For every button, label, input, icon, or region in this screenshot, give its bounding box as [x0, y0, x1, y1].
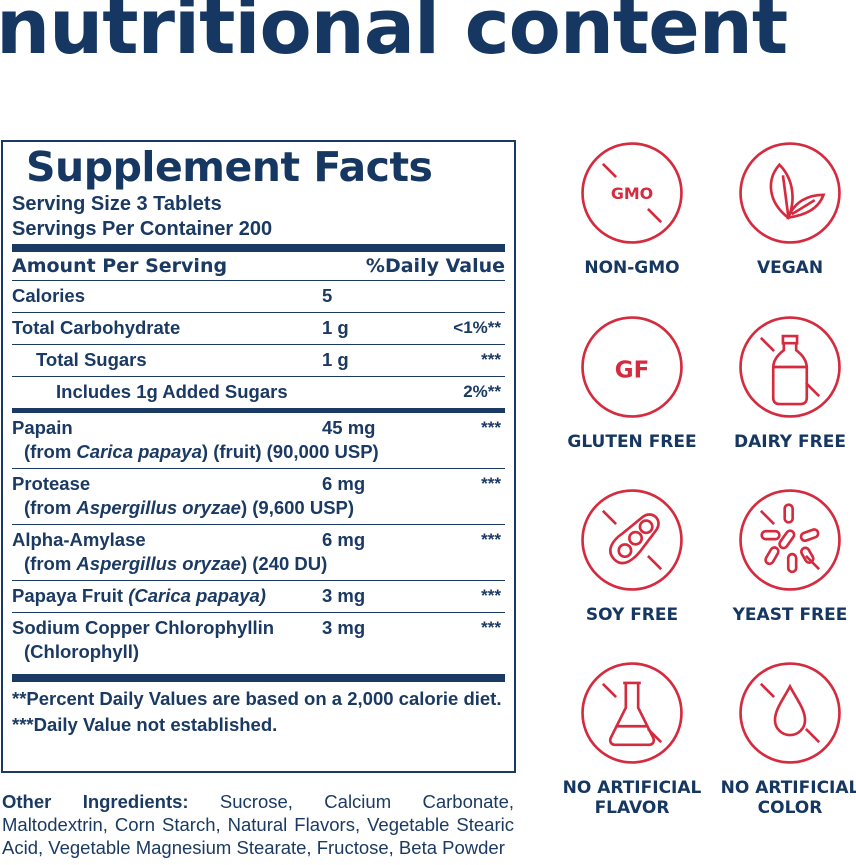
svg-text:GMO: GMO: [611, 184, 653, 203]
ingredient-source: (from: [24, 553, 77, 574]
nutrient-name: Calories: [12, 285, 86, 306]
ingredient-dv: ***: [481, 586, 501, 605]
other-ingredients-text: Sucrose, Calcium Carbonate, Maltodextrin…: [2, 791, 515, 858]
serving-size: Serving Size 3 Tablets: [12, 193, 222, 215]
badge-dairy-free: DAIRY FREE: [715, 314, 856, 452]
ingredient-amount: 3 mg: [322, 617, 366, 638]
page-title: nutritional content: [0, 0, 788, 71]
ingredient-row: Sodium Copper Chlorophyllin (Chlorophyll)…: [12, 613, 505, 668]
gluten-free-icon: GF: [581, 316, 683, 418]
badge-label: SOY FREE: [585, 605, 679, 625]
ingredient-amount: 45 mg: [322, 417, 376, 438]
badge-soy-free: SOY FREE: [557, 487, 707, 625]
ingredient-amount: 3 mg: [322, 585, 366, 606]
ingredient-source-latin: Carica papaya: [76, 441, 202, 462]
nutrient-name: Total Carbohydrate: [12, 317, 181, 338]
facts-heading: Supplement Facts: [26, 143, 433, 191]
nutrient-name: Total Sugars: [36, 349, 147, 370]
servings-per-container: Servings Per Container 200: [12, 218, 273, 240]
ingredient-amount: 6 mg: [322, 529, 366, 550]
badge-label: NO ARTIFICIAL COLOR: [720, 778, 856, 818]
yeast-icon: [739, 489, 841, 591]
ingredient-source-latin: Aspergillus oryzae: [76, 497, 241, 518]
ingredient-source-detail: ) (9,600 USP): [240, 497, 355, 518]
ingredient-name: Papain: [12, 417, 73, 438]
badge-label: GLUTEN FREE: [567, 432, 697, 452]
badge-non-gmo: GMO NON-GMO: [557, 140, 707, 278]
ingredient-dv: ***: [481, 530, 501, 549]
ingredient-source: (from: [24, 497, 77, 518]
facts-header: Amount Per Serving %Daily Value: [12, 252, 505, 281]
ingredient-dv: ***: [481, 474, 501, 493]
nutrient-row: Total Carbohydrate 1 g <1%**: [12, 313, 505, 345]
milk-bottle-icon: [739, 316, 841, 418]
ingredient-source-detail: ) (240 DU): [240, 553, 328, 574]
ingredient-name: Papaya Fruit: [12, 585, 129, 606]
badge-no-artificial-flavor: NO ARTIFICIAL FLAVOR: [557, 660, 707, 818]
badge-yeast-free: YEAST FREE: [715, 487, 856, 625]
ingredient-name: Sodium Copper Chlorophyllin: [12, 617, 275, 638]
badge-label: VEGAN: [756, 258, 824, 278]
ingredient-name-latin: (Carica papaya): [128, 585, 266, 606]
badge-no-artificial-color: NO ARTIFICIAL COLOR: [715, 660, 856, 818]
soybean-icon: [581, 489, 683, 591]
ingredient-dv: ***: [481, 418, 501, 437]
ingredient-name: Alpha-Amylase: [12, 529, 146, 550]
nutrient-row: Includes 1g Added Sugars 2%**: [12, 377, 505, 408]
ingredient-dv: ***: [481, 618, 501, 637]
ingredient-source-latin: Aspergillus oryzae: [76, 553, 241, 574]
leaf-icon: [739, 142, 841, 244]
ingredient-row: Alpha-Amylase (from Aspergillus oryzae) (…: [12, 525, 505, 581]
badge-label: DAIRY FREE: [734, 432, 846, 452]
non-gmo-icon: GMO: [581, 142, 683, 244]
ingredient-amount: 6 mg: [322, 473, 366, 494]
footnote-dv: ***Daily Value not established.: [12, 714, 278, 735]
nutrient-dv: <1%**: [453, 318, 501, 337]
badge-label: YEAST FREE: [732, 605, 848, 625]
ingredient-name: Protease: [12, 473, 91, 494]
drop-icon: [739, 662, 841, 764]
badge-label: NON-GMO: [584, 258, 680, 278]
divider: [12, 674, 505, 682]
footnote-percent: **Percent Daily Values are based on a 2,…: [12, 688, 505, 710]
amount-header: Amount Per Serving: [12, 255, 228, 277]
nutrient-dv: ***: [481, 350, 501, 369]
nutrient-row: Calories 5: [12, 281, 505, 313]
nutrient-amount: 1 g: [322, 349, 349, 370]
supplement-facts-panel: Supplement Facts Serving Size 3 Tablets …: [1, 140, 516, 773]
ingredient-source-detail: ) (fruit) (90,000 USP): [201, 441, 379, 462]
ingredient-source: (Chlorophyll): [24, 641, 140, 662]
flask-icon: [581, 662, 683, 764]
dv-header: %Daily Value: [365, 255, 505, 277]
badge-gluten-free: GF GLUTEN FREE: [557, 314, 707, 452]
badge-vegan: VEGAN: [715, 140, 856, 278]
svg-text:GF: GF: [615, 358, 650, 384]
nutrient-dv: 2%**: [463, 382, 501, 401]
badge-label: NO ARTIFICIAL FLAVOR: [562, 778, 702, 818]
ingredient-row: Protease (from Aspergillus oryzae) (9,600…: [12, 469, 505, 525]
ingredient-row: Papaya Fruit (Carica papaya) 3 mg ***: [12, 581, 505, 613]
divider: [12, 244, 505, 252]
footnote-percent-text: **Percent Daily Values are based on a 2,…: [12, 688, 502, 709]
nutrient-row: Total Sugars 1 g ***: [12, 345, 505, 377]
nutrient-name: Includes 1g Added Sugars: [56, 381, 288, 402]
ingredient-source: (from: [24, 441, 77, 462]
nutrient-amount: 5: [322, 285, 333, 306]
other-ingredients: Other Ingredients: Sucrose, Calcium Carb…: [2, 790, 514, 859]
divider: [12, 408, 505, 413]
other-ingredients-label: Other Ingredients:: [2, 791, 189, 812]
ingredient-row: Papain (from Carica papaya) (fruit) (90,0…: [12, 413, 505, 469]
nutrient-amount: 1 g: [322, 317, 349, 338]
